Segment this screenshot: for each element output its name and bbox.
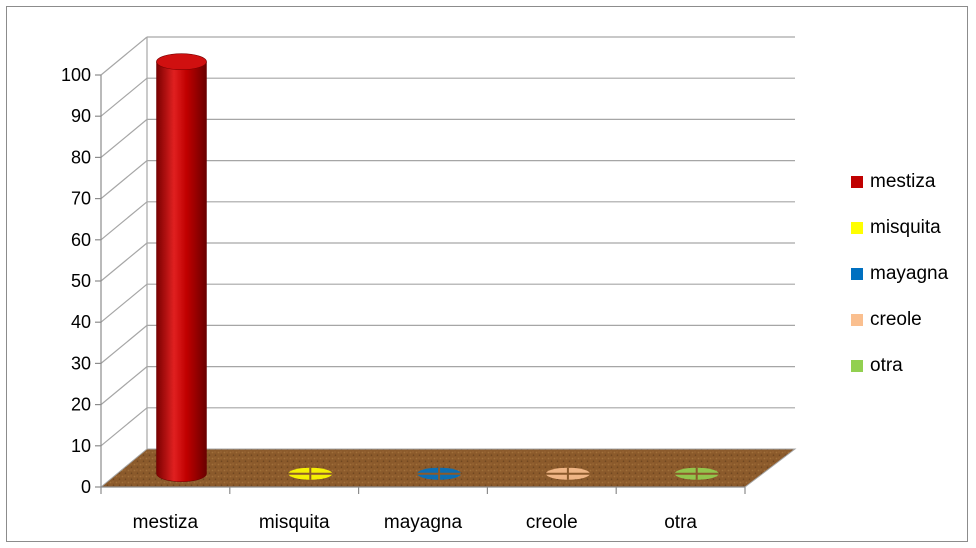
chart-svg: 0 10 20 30 40 50 60 70 80 90 100 mestiza misquita ma…: [61, 36, 949, 533]
y-tick-label: 100: [61, 65, 91, 85]
legend-item: mestiza: [851, 171, 936, 192]
y-tick-label: 0: [81, 477, 91, 497]
bar-disc-shade: [545, 467, 590, 480]
bar-disc-shade: [288, 467, 333, 480]
gridline-side: [100, 366, 148, 406]
y-tick-label: 80: [71, 147, 91, 167]
category-label: mayagna: [384, 512, 463, 533]
y-axis-ticks: 0 10 20 30 40 50 60 70 80 90 100: [61, 65, 101, 497]
y-tick-label: 40: [71, 312, 91, 332]
gridline-side: [100, 242, 148, 282]
category-label: misquita: [259, 512, 330, 533]
legend-label: otra: [870, 355, 903, 376]
gridline-side: [100, 118, 148, 158]
bar-disc-shade: [674, 467, 719, 480]
category-label: otra: [664, 512, 697, 533]
gridline-side: [100, 160, 148, 200]
bar-mayagna: [417, 467, 462, 480]
bar-top: [156, 53, 207, 71]
gridline-side: [100, 77, 148, 117]
gridline-side: [100, 36, 148, 76]
bars: [156, 53, 719, 482]
y-tick-label: 60: [71, 230, 91, 250]
legend-swatch: [851, 360, 863, 372]
legend-item: mayagna: [851, 263, 949, 284]
gridline-side: [100, 407, 148, 447]
legend-label: mestiza: [870, 171, 936, 192]
bar-disc-shade: [417, 467, 462, 480]
legend-label: mayagna: [870, 263, 949, 284]
gridline-side: [100, 201, 148, 241]
legend-swatch: [851, 268, 863, 280]
legend-swatch: [851, 176, 863, 188]
bar-body: [156, 61, 207, 482]
category-label: mestiza: [133, 512, 199, 533]
x-axis-ticks: mestiza misquita mayagna creole otra: [100, 487, 746, 533]
legend-swatch: [851, 314, 863, 326]
bar-otra: [674, 467, 719, 480]
legend-label: creole: [870, 309, 922, 330]
bar-misquita: [288, 467, 333, 480]
y-tick-label: 10: [71, 436, 91, 456]
chart-frame: 0 10 20 30 40 50 60 70 80 90 100 mestiza misquita ma…: [6, 6, 968, 542]
y-tick-label: 50: [71, 271, 91, 291]
gridline-side: [100, 283, 148, 323]
legend-label: misquita: [870, 217, 941, 238]
legend-item: creole: [851, 309, 922, 330]
bar-mestiza: [156, 53, 207, 482]
category-label: creole: [526, 512, 578, 533]
legend-item: otra: [851, 355, 903, 376]
y-tick-label: 70: [71, 189, 91, 209]
bar-creole: [545, 467, 590, 480]
y-tick-label: 90: [71, 106, 91, 126]
y-tick-label: 30: [71, 353, 91, 373]
legend-item: misquita: [851, 217, 941, 238]
y-tick-label: 20: [71, 395, 91, 415]
gridline-side: [100, 324, 148, 364]
legend: mestiza misquita mayagna creole otra: [851, 171, 949, 376]
legend-swatch: [851, 222, 863, 234]
gridlines: [100, 36, 795, 447]
